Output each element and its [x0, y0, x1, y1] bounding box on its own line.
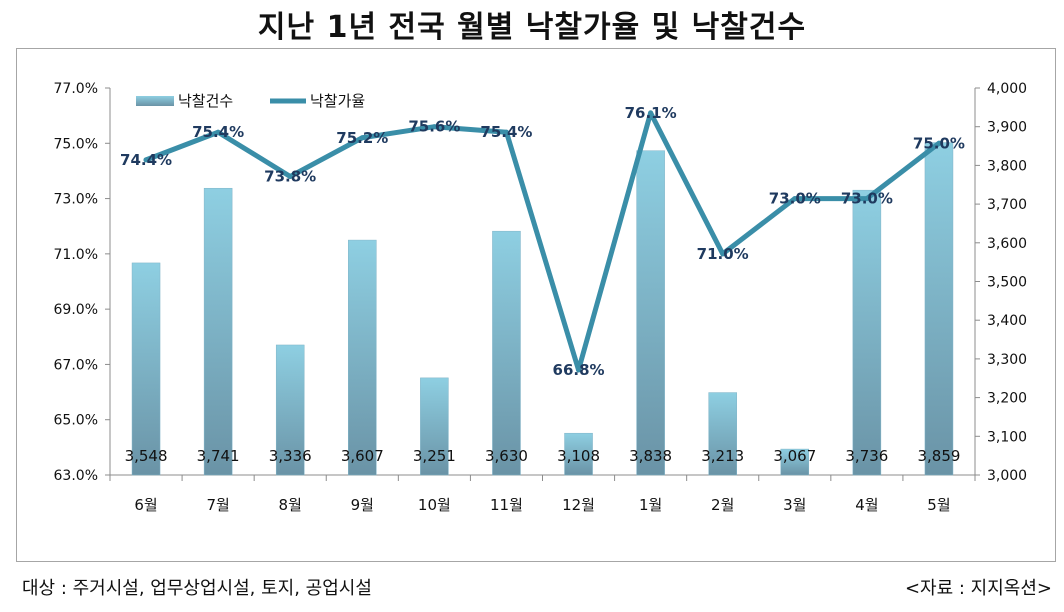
left-tick-label: 73.0% [54, 192, 98, 208]
legend-bar-label: 낙찰건수 [178, 92, 233, 110]
x-tick-label: 9월 [351, 496, 374, 514]
right-tick-label: 3,200 [987, 391, 1027, 407]
bar-value-label: 3,108 [557, 447, 600, 465]
right-tick-label: 4,000 [987, 81, 1027, 97]
x-tick-label: 11월 [490, 496, 523, 514]
bar-value-label: 3,607 [341, 447, 384, 465]
rate-point [359, 135, 365, 141]
bar-value-label: 3,336 [269, 447, 312, 465]
bar [636, 150, 665, 476]
bar [708, 392, 737, 476]
rate-point [792, 196, 798, 202]
rate-value-label: 75.4% [192, 123, 244, 141]
left-tick-label: 67.0% [54, 357, 98, 373]
bar [852, 189, 882, 476]
footer-source: <자료 : 지지옥션> [904, 578, 1052, 599]
rate-point [936, 140, 942, 146]
rate-value-label: 66.8% [553, 361, 605, 379]
bar [780, 448, 810, 476]
x-tick-label: 5월 [927, 496, 950, 514]
rate-point [864, 196, 870, 202]
rate-point [576, 367, 582, 373]
right-tick-label: 3,700 [987, 197, 1027, 213]
rate-value-label: 73.8% [264, 167, 316, 185]
right-tick-label: 3,300 [987, 352, 1027, 368]
legend-line-label: 낙찰가율 [310, 92, 365, 110]
rate-point [431, 124, 437, 130]
rate-value-label: 75.6% [408, 118, 460, 136]
x-tick-label: 6월 [134, 496, 157, 514]
rate-point [143, 157, 149, 163]
right-tick-label: 3,100 [987, 429, 1027, 445]
rate-line [143, 110, 942, 373]
bar [420, 377, 449, 476]
rate-value-label: 74.4% [120, 151, 172, 169]
x-tick-label: 2월 [711, 496, 734, 514]
right-tick-label: 3,000 [987, 468, 1027, 484]
chart-title: 지난 1년 전국 월별 낙찰가율 및 낙찰건수 [257, 10, 807, 45]
right-tick-label: 3,600 [987, 236, 1027, 252]
bar-value-label: 3,630 [485, 447, 528, 465]
bar [348, 239, 377, 476]
bar-value-label: 3,251 [413, 447, 456, 465]
rate-value-label: 75.2% [336, 129, 388, 147]
left-tick-label: 77.0% [54, 81, 98, 97]
rate-value-label: 71.0% [697, 245, 749, 263]
rate-value-label: 73.0% [769, 190, 821, 208]
bar-value-label: 3,213 [701, 447, 744, 465]
left-tick-label: 71.0% [54, 247, 98, 263]
right-tick-label: 3,400 [987, 313, 1027, 329]
x-tick-label: 1월 [639, 496, 662, 514]
x-tick-label: 4월 [855, 496, 878, 514]
bar [924, 142, 954, 476]
rate-point [215, 129, 221, 135]
bar [275, 344, 305, 476]
right-tick-label: 3,900 [987, 120, 1027, 136]
bar [131, 262, 161, 476]
left-tick-label: 63.0% [54, 468, 98, 484]
x-tick-label: 7월 [206, 496, 229, 514]
rate-point [720, 251, 726, 257]
rate-value-label: 75.0% [913, 134, 965, 152]
bar-value-label: 3,548 [125, 447, 168, 465]
rate-value-label: 73.0% [841, 190, 893, 208]
left-tick-label: 69.0% [54, 302, 98, 318]
footer-note: 대상 : 주거시설, 업무상업시설, 토지, 공업시설 [22, 578, 372, 599]
rate-point [648, 110, 654, 116]
rate-value-label: 75.4% [480, 123, 532, 141]
bar [203, 187, 233, 476]
bar [564, 432, 593, 476]
x-tick-label: 8월 [279, 496, 302, 514]
bar-value-label: 3,741 [197, 447, 240, 465]
rate-point [287, 173, 293, 179]
x-tick-label: 3월 [783, 496, 806, 514]
x-tick-label: 12월 [562, 496, 595, 514]
rate-value-label: 76.1% [625, 104, 677, 122]
chart-frame [16, 48, 1056, 562]
bar [492, 230, 521, 476]
bar-value-label: 3,067 [773, 447, 816, 465]
bar-value-label: 3,838 [629, 447, 672, 465]
left-tick-label: 65.0% [54, 413, 98, 429]
legend-bar-swatch [136, 96, 174, 106]
legend: 낙찰건수 낙찰가율 [136, 92, 365, 110]
bar-value-label: 3,736 [845, 447, 888, 465]
x-tick-label: 10월 [418, 496, 451, 514]
right-tick-label: 3,500 [987, 275, 1027, 291]
left-tick-label: 75.0% [54, 136, 98, 152]
rate-point [503, 129, 509, 135]
bar-value-label: 3,859 [917, 447, 960, 465]
right-tick-label: 3,800 [987, 158, 1027, 174]
